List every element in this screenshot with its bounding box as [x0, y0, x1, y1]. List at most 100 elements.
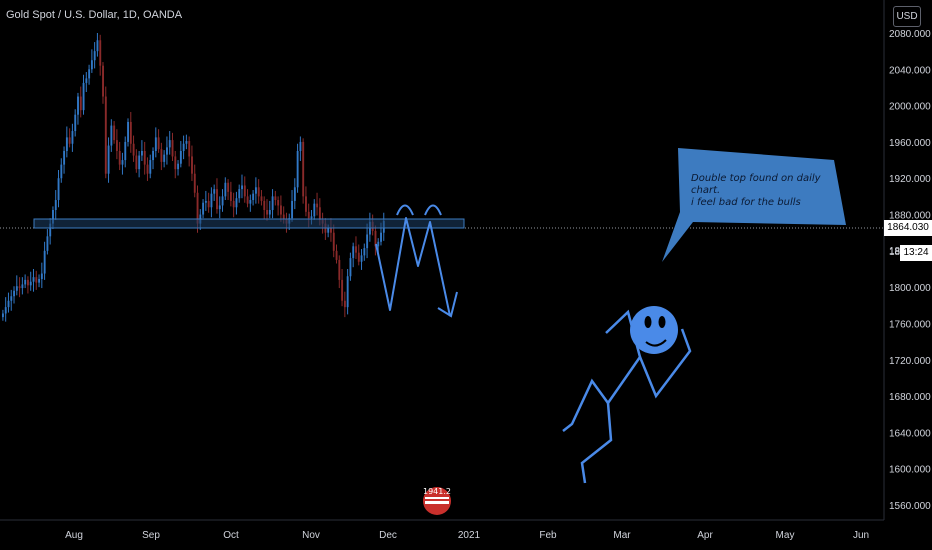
candle-body — [82, 82, 85, 111]
peak-arc-left-drawing[interactable] — [396, 204, 414, 216]
arrow-head-drawing[interactable] — [437, 291, 458, 318]
candle-body — [241, 185, 243, 190]
candle-body — [107, 145, 110, 174]
candle-body — [213, 189, 216, 194]
time-axis[interactable]: Aug Sep Oct Nov Dec 2021 Feb Mar Apr May Jun — [0, 519, 884, 541]
candle-body — [113, 125, 116, 141]
currency-button[interactable]: USD — [893, 6, 921, 27]
candle-body — [35, 277, 38, 283]
candle-body — [4, 307, 7, 314]
countdown-timer-label: 13:24 — [900, 245, 932, 261]
candle-body — [254, 187, 257, 194]
candle-body — [54, 200, 57, 210]
candle-body — [138, 155, 141, 170]
right-eye-icon — [658, 316, 666, 328]
candle-body — [174, 156, 177, 170]
candle-body — [293, 187, 296, 201]
note-line-2: i feel bad for the bulls — [691, 197, 801, 208]
x-tick-label: Mar — [613, 530, 631, 541]
candle-body — [266, 210, 268, 215]
candle-body — [249, 200, 252, 204]
candle-body — [232, 200, 235, 208]
candle-body — [277, 200, 280, 206]
candle-body — [343, 300, 346, 308]
candle-body — [216, 189, 218, 210]
candle-body — [71, 131, 74, 144]
candle-body — [132, 143, 135, 156]
candle-body — [268, 210, 271, 215]
candle-body — [296, 151, 299, 188]
price-axis[interactable]: 2080.000 2040.000 2000.000 1960.000 1920.000… — [883, 0, 931, 520]
candle-body — [93, 51, 96, 61]
candle-body — [207, 200, 210, 208]
last-price-label: 1864.030 — [884, 220, 932, 236]
candle-body — [43, 250, 46, 274]
candle-body — [171, 140, 174, 157]
candle-body — [302, 141, 305, 197]
candle-body — [18, 286, 21, 289]
candle-body — [29, 281, 32, 286]
note-line-1: Double top found on daily chart. — [691, 173, 821, 196]
candle-body — [104, 96, 107, 174]
candle-body — [335, 250, 338, 260]
candle-body — [68, 137, 71, 144]
candle-body — [305, 196, 307, 212]
y-tick-label: 1600.000 — [889, 465, 931, 476]
candle-body — [124, 141, 127, 161]
candle-body — [377, 241, 380, 247]
candle-body — [10, 296, 13, 301]
candle-body — [182, 143, 185, 151]
smile-mouth — [645, 339, 667, 347]
support-zone-rectangle[interactable] — [33, 218, 465, 229]
candle-body — [146, 164, 149, 174]
candle-body — [196, 192, 199, 224]
candle-body — [168, 140, 171, 148]
price-tick-partial: 18 — [889, 246, 901, 257]
callout-note-shape[interactable] — [662, 148, 846, 262]
candle-body — [349, 258, 352, 277]
candle-body — [282, 214, 285, 220]
candle-body — [229, 191, 232, 201]
y-tick-label: 1800.000 — [889, 283, 931, 294]
candle-body — [115, 140, 118, 151]
candle-body — [224, 182, 227, 197]
candle-body — [160, 149, 163, 162]
candle-body — [24, 279, 27, 285]
candle-body — [221, 196, 224, 206]
y-tick-label: 1640.000 — [889, 428, 931, 439]
candle-body — [65, 137, 68, 151]
peak-arc-right-drawing[interactable] — [424, 204, 442, 216]
smiley-face-icon — [630, 306, 678, 354]
candle-body — [352, 246, 355, 259]
candle-body — [218, 205, 221, 210]
other-leg-line — [562, 378, 610, 432]
stick-figure-drawing[interactable] — [562, 306, 692, 484]
x-tick-label: Sep — [142, 530, 160, 541]
candle-body — [227, 182, 230, 192]
double-top-path-drawing[interactable] — [375, 217, 451, 317]
candle-body — [127, 121, 129, 142]
candle-body — [185, 141, 188, 144]
candle-body — [163, 154, 166, 162]
x-tick-label: Jun — [853, 530, 869, 541]
candle-body — [263, 200, 266, 210]
candle-body — [210, 193, 213, 208]
candle-body — [15, 286, 18, 291]
candle-body — [280, 205, 282, 215]
candle-body — [204, 200, 207, 203]
candle-body — [327, 228, 330, 233]
candle-body — [143, 151, 146, 165]
y-tick-label: 1680.000 — [889, 392, 931, 403]
candle-body — [374, 230, 377, 247]
candle-body — [157, 137, 160, 150]
candle-body — [238, 189, 241, 199]
x-tick-label: Aug — [65, 530, 83, 541]
callout-note-text[interactable]: Double top found on daily chart. i feel … — [691, 173, 841, 209]
candle-body — [135, 155, 138, 170]
candle-body — [57, 178, 60, 201]
candle-body — [363, 248, 366, 256]
symbol-title[interactable]: Gold Spot / U.S. Dollar, 1D, OANDA — [6, 9, 183, 21]
x-tick-label: Apr — [697, 530, 713, 541]
